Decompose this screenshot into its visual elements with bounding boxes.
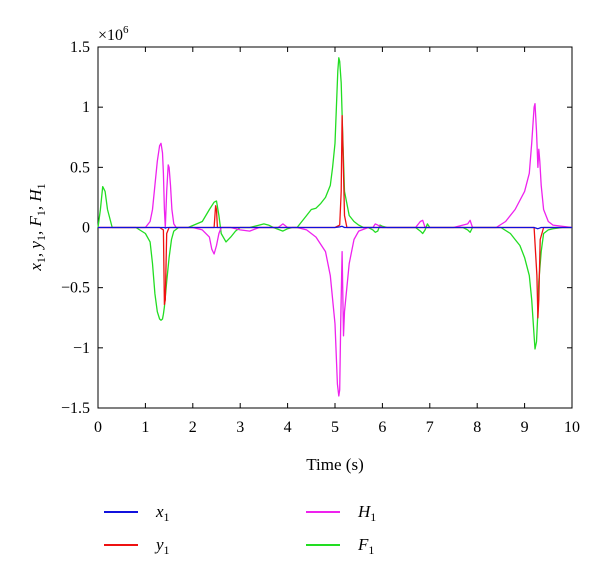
x-tick-label: 4 xyxy=(284,419,292,436)
legend: x1 y1 H1 F1 xyxy=(104,502,376,557)
y-tick-label: −1 xyxy=(73,340,90,357)
x-tick-labels: 0 1 2 3 4 5 6 7 8 9 10 xyxy=(94,419,580,436)
y-multiplier-exp: 6 xyxy=(123,24,129,36)
y-tick-label: 1 xyxy=(82,99,90,116)
x-tick-label: 10 xyxy=(564,419,580,436)
y-tick-label: 0.5 xyxy=(70,159,90,176)
y-tick-label: −0.5 xyxy=(61,280,90,297)
x-tick-label: 6 xyxy=(378,419,386,436)
series-layer xyxy=(97,57,573,397)
series-line-H1 xyxy=(98,102,573,397)
series-line-x1 xyxy=(98,225,572,230)
legend-label-H1: H1 xyxy=(357,502,376,524)
legend-label-F1: F1 xyxy=(357,535,374,557)
y-multiplier-base: ×10 xyxy=(98,27,123,44)
y-tick-label: 1.5 xyxy=(70,39,90,56)
x-tick-label: 9 xyxy=(521,419,529,436)
axis-ticks xyxy=(97,46,573,409)
y-tick-label: −1.5 xyxy=(61,400,90,417)
x-tick-label: 2 xyxy=(189,419,197,436)
y-multiplier: ×106 xyxy=(98,24,129,44)
legend-label-x1: x1 xyxy=(155,502,170,524)
x-tick-label: 3 xyxy=(236,419,244,436)
x-tick-label: 1 xyxy=(141,419,149,436)
y-tick-labels: −1.5 −1 −0.5 0 0.5 1 1.5 xyxy=(61,39,90,417)
x-tick-label: 5 xyxy=(331,419,339,436)
y-tick-label: 0 xyxy=(82,220,90,237)
x-tick-label: 8 xyxy=(473,419,481,436)
legend-label-y1: y1 xyxy=(154,535,170,557)
x-axis-title: Time (s) xyxy=(306,455,363,474)
y-axis-title: x1, y1, F1, H1 xyxy=(26,183,48,271)
x-tick-label: 0 xyxy=(94,419,102,436)
x-tick-label: 7 xyxy=(426,419,434,436)
